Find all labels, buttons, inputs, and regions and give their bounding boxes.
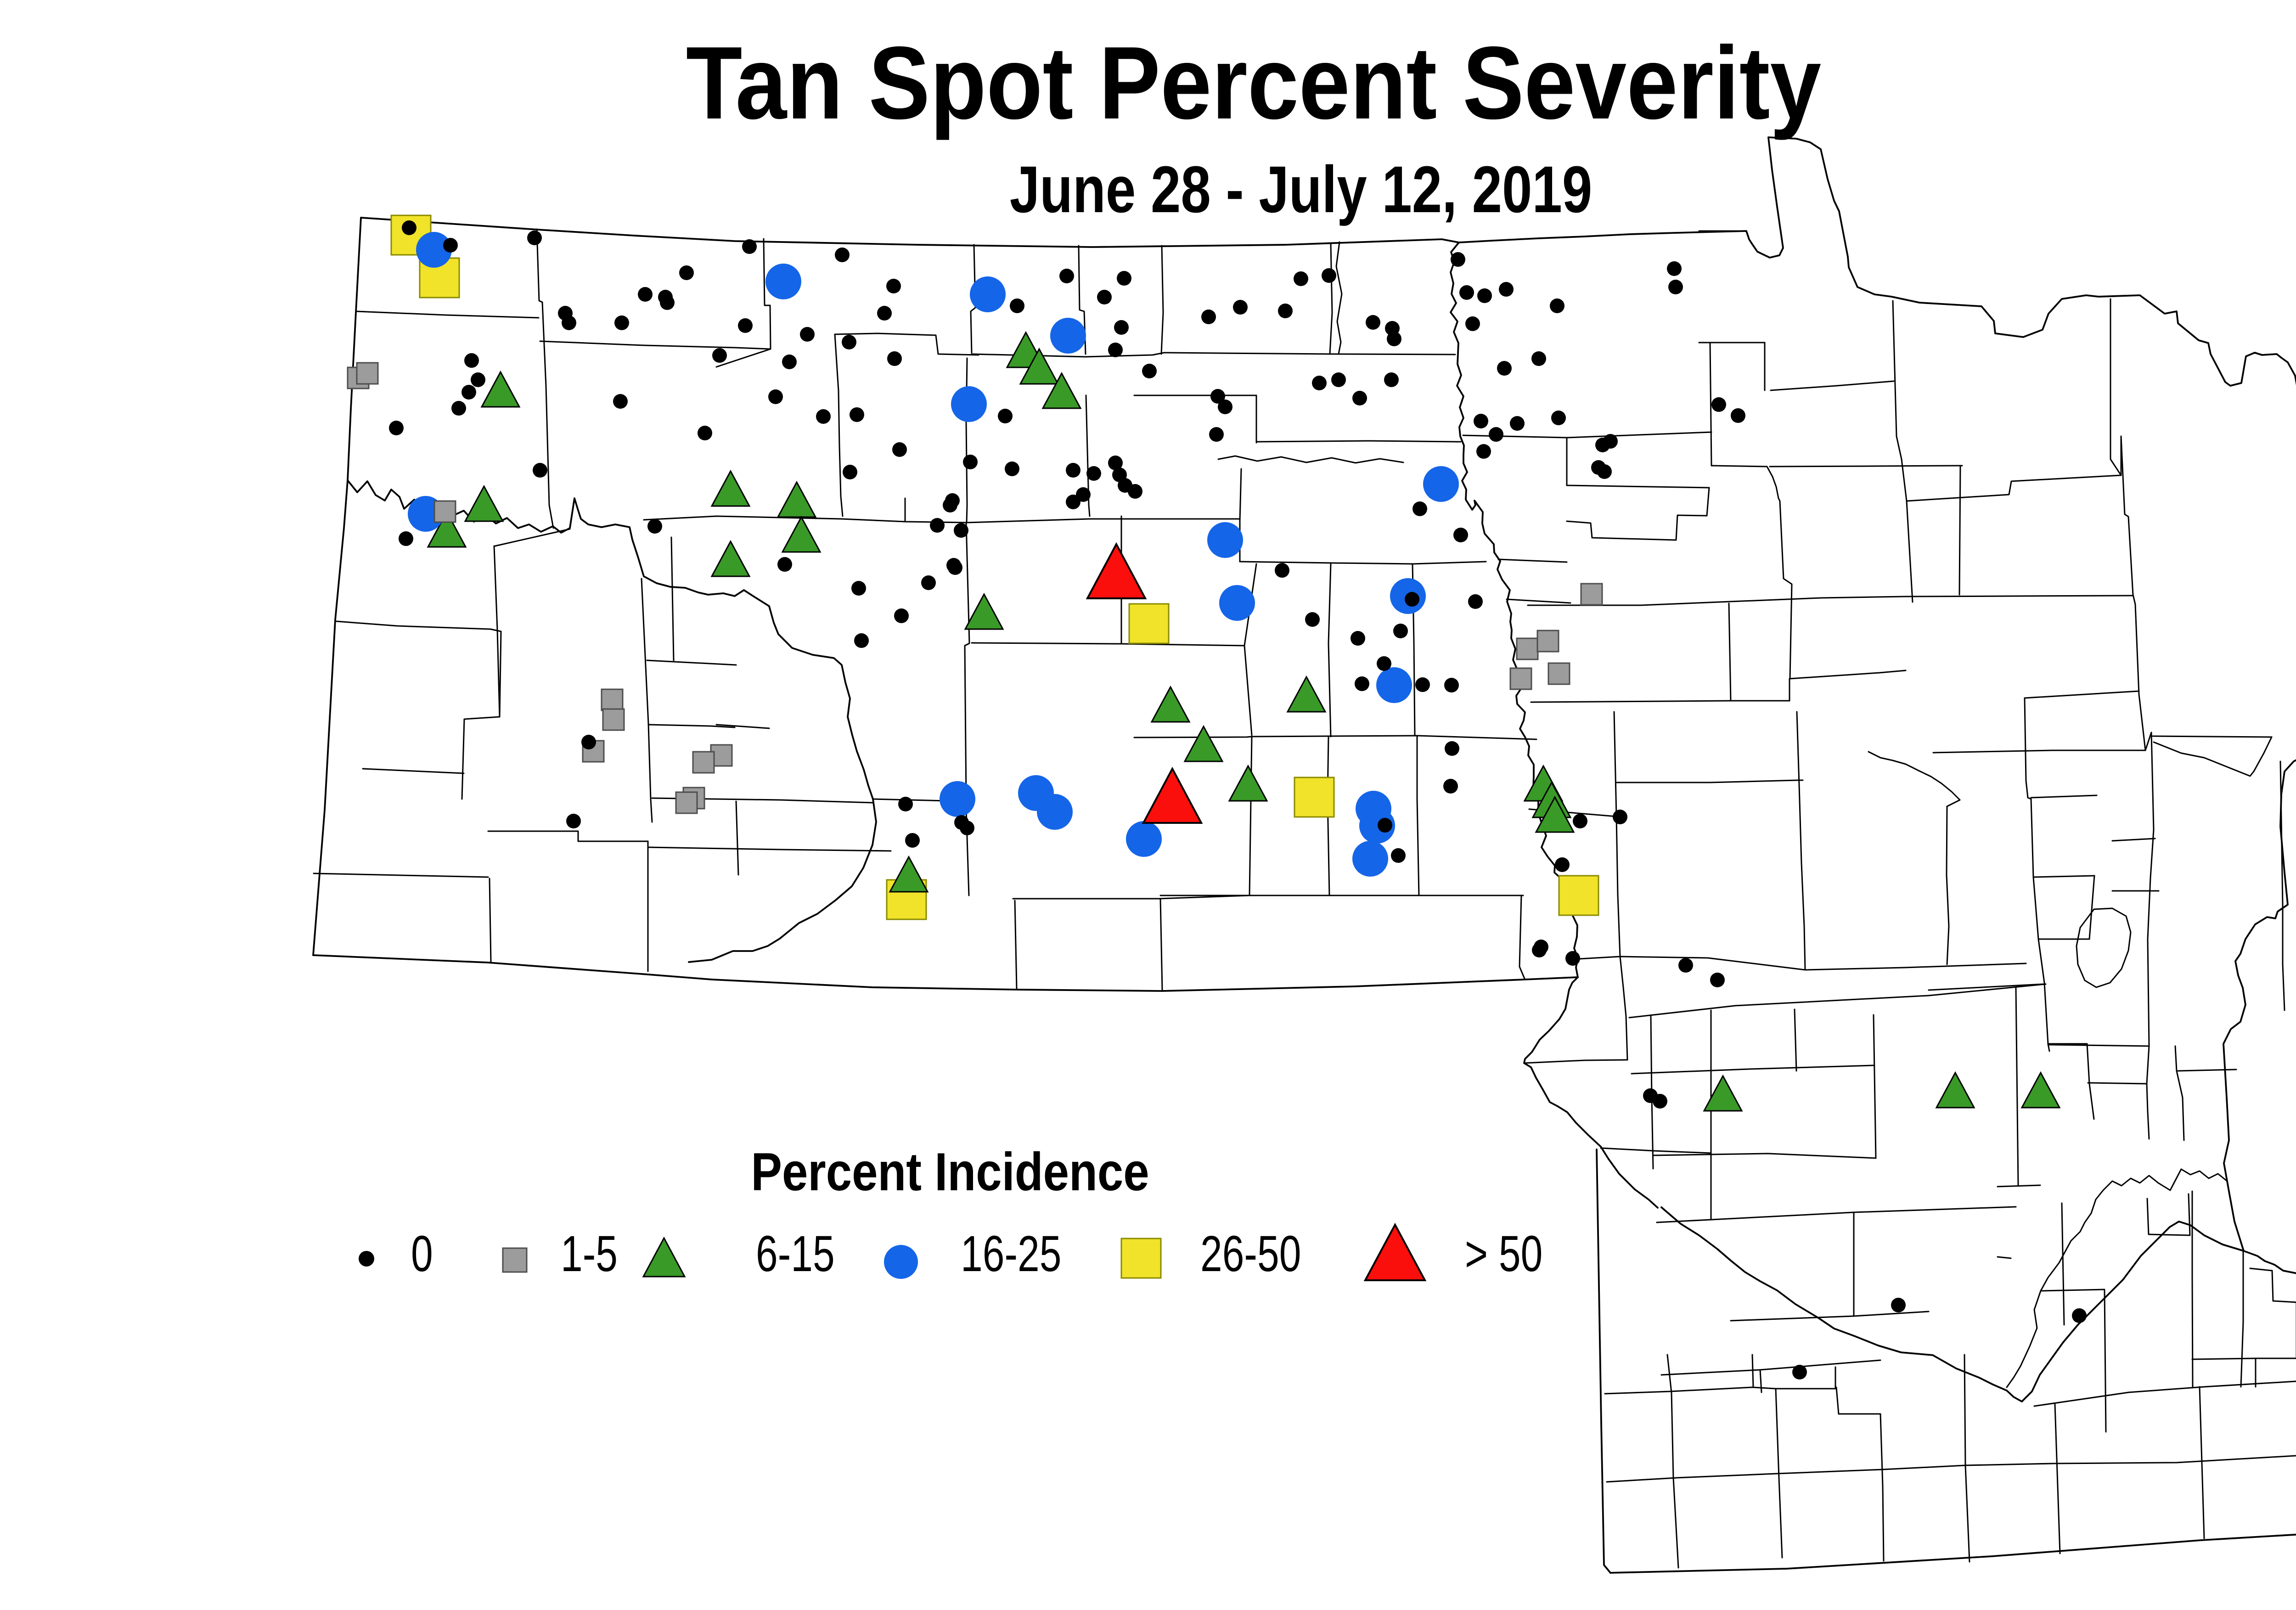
svg-text:1-5: 1-5 (561, 1226, 618, 1282)
svg-text:16-25: 16-25 (961, 1226, 1061, 1282)
svg-text:> 50: > 50 (1465, 1226, 1542, 1282)
svg-text:Tan Spot Percent Severity: Tan Spot Percent Severity (686, 25, 1821, 141)
svg-text:6-15: 6-15 (756, 1226, 835, 1282)
svg-text:26-50: 26-50 (1200, 1226, 1301, 1282)
svg-text:0: 0 (411, 1226, 433, 1282)
svg-text:Percent Incidence: Percent Incidence (751, 1142, 1149, 1202)
svg-text:June 28 - July 12, 2019: June 28 - July 12, 2019 (1010, 152, 1593, 226)
